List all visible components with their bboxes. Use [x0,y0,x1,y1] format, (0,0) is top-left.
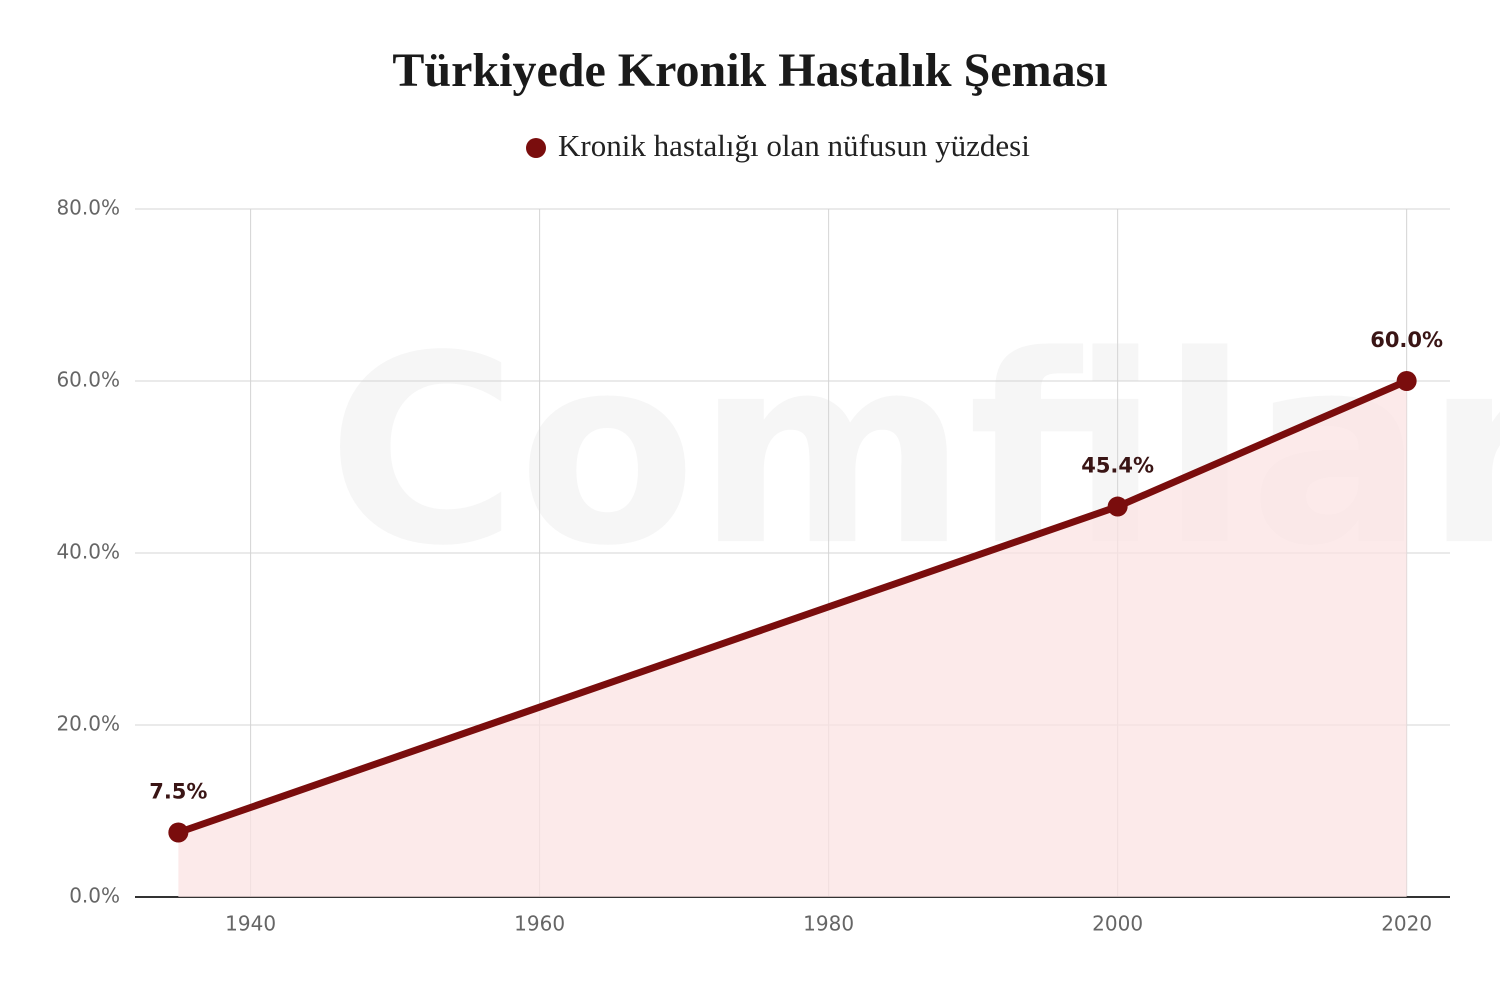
y-tick-label: 0.0% [69,884,120,908]
data-label: 45.4% [1081,454,1154,478]
y-tick-label: 80.0% [56,196,120,220]
legend-marker [526,138,546,158]
chart-title: Türkiyede Kronik Hastalık Şeması [392,44,1107,97]
data-label: 7.5% [149,780,207,804]
x-tick-label: 1980 [803,912,854,936]
area [178,381,1407,897]
legend-label: Kronik hastalığı olan nüfusun yüzdesi [558,128,1030,163]
x-tick-label: 1940 [225,912,276,936]
x-tick-label: 2000 [1092,912,1143,936]
x-tick-label: 1960 [514,912,565,936]
x-tick-label: 2020 [1381,912,1432,936]
point [1107,496,1128,517]
data-label: 60.0% [1370,328,1443,352]
y-tick-label: 40.0% [56,540,120,564]
y-tick-label: 60.0% [56,368,120,392]
y-tick-label: 20.0% [56,712,120,736]
point [168,822,189,843]
point [1396,371,1417,391]
